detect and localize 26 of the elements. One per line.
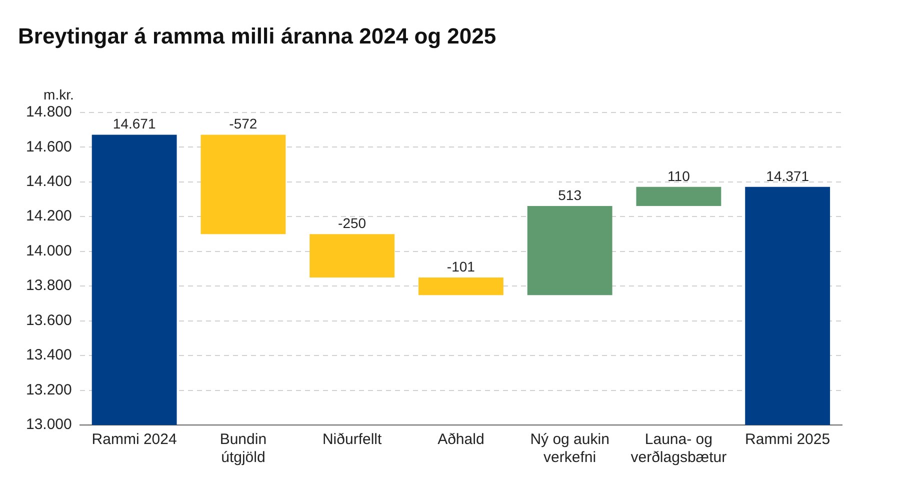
data-label: 513 [558, 186, 582, 203]
x-tick-label: Bundin útgjöld [220, 431, 267, 466]
y-tick-label: 13.400 [26, 346, 72, 364]
x-tick-label: Niðurfellt [322, 431, 382, 448]
y-tick-label: 13.200 [26, 381, 72, 398]
x-tick-label: Aðhald [438, 431, 484, 448]
y-tick-label: 14.400 [26, 173, 72, 190]
data-label: -572 [229, 116, 258, 132]
data-label: 14.371 [766, 168, 810, 184]
x-tick-label: Launa- og verðlagsbætur [630, 431, 727, 466]
y-tick-label: 13.600 [26, 312, 72, 329]
data-label: -101 [446, 258, 476, 274]
data-label: 14.671 [112, 116, 156, 132]
x-tick-label: Ný og aukin verkefni [530, 431, 610, 466]
y-tick-label: 14.600 [26, 138, 72, 156]
y-tick-label: 13.800 [26, 277, 72, 294]
x-tick-label: Rammi 2025 [745, 431, 830, 448]
data-label: -250 [338, 215, 366, 231]
chart-title: Breytingar á ramma milli áranna 2024 og 2025 [18, 23, 496, 48]
y-tick-label: 14.800 [26, 104, 72, 121]
y-tick-label: 14.000 [26, 242, 72, 260]
data-label: 110 [668, 168, 690, 184]
y-tick-label: 14.200 [26, 208, 72, 225]
y-tick-label: 13.000 [26, 416, 72, 434]
y-axis-title: m.kr. [44, 86, 74, 102]
x-tick-label: Rammi 2024 [92, 431, 177, 448]
